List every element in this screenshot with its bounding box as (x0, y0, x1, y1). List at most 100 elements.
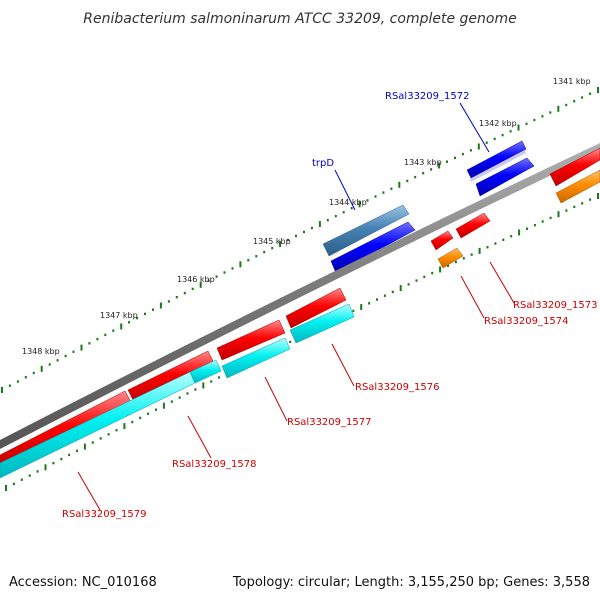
inner-ring-tick (454, 260, 457, 264)
outer-ring-tick (549, 111, 552, 114)
outer-ring-tick (430, 168, 433, 171)
label-rsal-1579[interactable]: RSal33209_1579 (62, 509, 146, 520)
topology-text: Topology: circular; Length: 3,155,250 bp… (232, 575, 590, 590)
inner-ring-tick (178, 396, 181, 399)
outer-ring-tick (32, 371, 35, 375)
label-rsal-1577[interactable]: RSal33209_1577 (287, 417, 371, 428)
outer-ring-tick (80, 344, 83, 351)
outer-ring-tick (398, 181, 401, 188)
inner-ring-tick (162, 402, 165, 409)
leader-rsal-1577 (264, 376, 288, 422)
inner-ring-tick (470, 253, 473, 256)
outer-ring-tick (167, 300, 170, 303)
inner-ring-tick (557, 211, 560, 218)
gene-cyan-segment-2[interactable] (189, 359, 222, 384)
outer-ring-tick (541, 115, 544, 118)
outer-ring-tick (517, 124, 520, 131)
outer-ring-tick (493, 137, 496, 141)
gene-orange-arrow-left[interactable] (437, 247, 464, 269)
outer-ring-tick (581, 96, 584, 99)
inner-ring-tick (478, 247, 481, 254)
gene-cyan-segment-3[interactable] (221, 337, 291, 379)
gene-cyan-segment-4[interactable] (289, 303, 355, 344)
outer-ring-tick (183, 291, 186, 295)
outer-ring-tick (128, 321, 131, 324)
outer-ring-tick (175, 296, 178, 299)
outer-ring-tick (509, 130, 512, 133)
inner-ring-tick (541, 220, 544, 223)
outer-ring-tick (24, 376, 27, 379)
outer-ring-tick (310, 226, 313, 230)
outer-ring-tick (366, 199, 369, 202)
scale-label-1344: 1344 kbp (329, 198, 367, 207)
outer-ring-tick (279, 241, 282, 247)
inner-ring-tick (510, 235, 513, 238)
scale-label-1345: 1345 kbp (253, 237, 291, 246)
inner-ring-tick (549, 216, 552, 220)
inner-ring-tick (368, 302, 371, 305)
label-rsal-1578[interactable]: RSal33209_1578 (172, 459, 256, 470)
inner-ring-tick (289, 340, 292, 344)
inner-ring-tick (502, 238, 505, 241)
inner-ring-tick (28, 474, 31, 477)
scale-label-1347: 1347 kbp (100, 311, 138, 320)
gene-rsal-1573-arrow[interactable] (455, 212, 491, 239)
inner-ring-tick (20, 478, 23, 481)
inner-ring-tick (589, 198, 592, 201)
label-rsal-1572[interactable]: RSal33209_1572 (385, 91, 469, 102)
outer-ring-tick (96, 337, 99, 341)
inner-ring-tick (376, 298, 378, 301)
outer-ring-tick (303, 230, 305, 234)
inner-ring-tick (399, 285, 402, 292)
gene-red-segment-4[interactable] (285, 287, 347, 329)
outer-ring-tick (64, 354, 67, 358)
outer-ring-tick (191, 287, 194, 291)
inner-ring-tick (486, 246, 489, 249)
scale-label-1341: 1341 kbp (553, 77, 591, 86)
inner-ring-tick (360, 304, 363, 311)
outer-ring-tick (589, 92, 592, 95)
orange-strand-genes (437, 169, 600, 269)
outer-ring-tick (199, 281, 202, 288)
inner-ring-tick (383, 294, 386, 297)
map-title: Renibacterium salmoninarum ATCC 33209, c… (83, 11, 516, 27)
inner-ring-tick (423, 275, 426, 279)
outer-ring-tick (358, 201, 361, 208)
inner-ring-tick (5, 485, 7, 491)
gene-red-right-arrow[interactable] (549, 147, 600, 187)
leader-rsal-1572 (459, 102, 490, 153)
outer-ring-tick (334, 214, 337, 218)
outer-ring-tick (438, 162, 441, 169)
inner-ring-tick (147, 412, 150, 415)
outer-ring-tick (414, 175, 417, 179)
label-rsal-1574[interactable]: RSal33209_1574 (484, 316, 568, 327)
outer-ring-tick (48, 363, 51, 366)
outer-ring-tick (207, 279, 210, 282)
inner-ring-tick (91, 441, 94, 444)
label-trpd[interactable]: trpD (312, 158, 334, 169)
inner-ring-tick (107, 433, 110, 436)
gene-labels: RSal33209_1572 trpD RSal33209_1573 RSal3… (62, 91, 597, 520)
label-rsal-1573[interactable]: RSal33209_1573 (513, 300, 597, 311)
inner-ring-tick (186, 392, 189, 395)
outer-ring-tick (485, 141, 488, 144)
outer-ring-tick (318, 221, 321, 227)
label-rsal-1576[interactable]: RSal33209_1576 (355, 382, 439, 393)
outer-ring-tick (287, 238, 290, 242)
inner-ring-tick (431, 271, 434, 275)
gene-red-segment-3[interactable] (216, 319, 286, 361)
outer-ring-tick (454, 156, 456, 160)
gene-blue-arrow-upper[interactable] (475, 157, 535, 197)
scale-label-1348: 1348 kbp (22, 347, 60, 356)
gene-rsal-1574-arrow[interactable] (430, 230, 454, 251)
outer-ring-tick (533, 118, 536, 122)
gene-orange-arrow-right[interactable] (555, 169, 600, 204)
leader-rsal-1573 (489, 261, 515, 304)
gene-blue-arrow-lower[interactable] (330, 221, 416, 274)
gene-rsal-1572-arrow[interactable] (466, 140, 527, 179)
outer-ring-tick (477, 143, 480, 150)
outer-forward-genes (322, 140, 527, 257)
gene-trpd-arrow[interactable] (322, 204, 410, 257)
leader-rsal-1576 (331, 343, 355, 387)
outer-ring-tick (390, 187, 393, 190)
